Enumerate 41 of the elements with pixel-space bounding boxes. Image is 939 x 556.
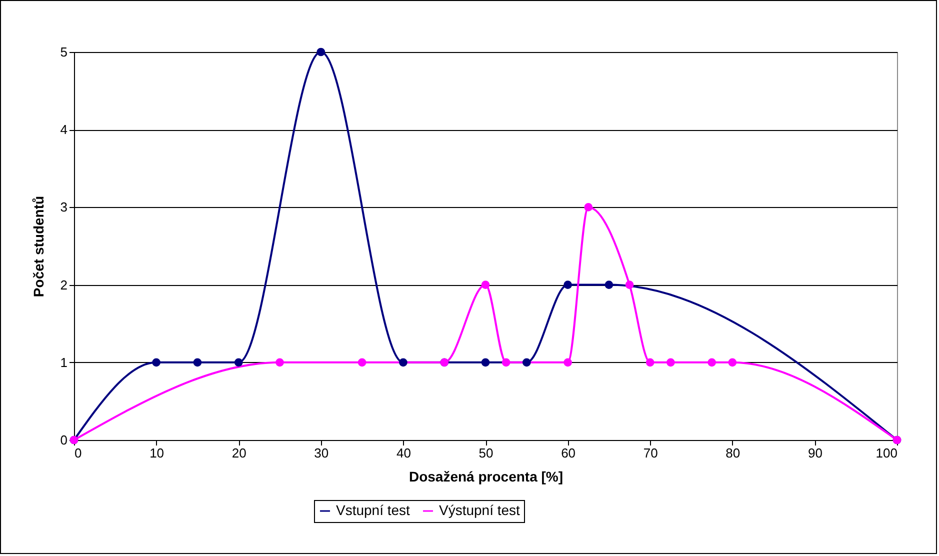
point <box>152 358 160 367</box>
x-tick-label: 10 <box>150 446 164 460</box>
point <box>234 358 243 367</box>
x-axis-title: Dosažená procenta [%] <box>408 468 564 484</box>
point <box>564 280 572 289</box>
x-tick-label: 40 <box>396 446 411 460</box>
point <box>399 358 408 367</box>
x-tick-label: 50 <box>478 446 494 460</box>
x-tick-label: 0 <box>74 446 82 460</box>
point <box>481 358 490 367</box>
x-tick-label: 100 <box>876 446 898 460</box>
point <box>646 358 654 367</box>
point <box>564 358 572 367</box>
point <box>708 358 716 367</box>
y-axis-title: Počet studentů <box>30 196 46 298</box>
point <box>584 203 593 212</box>
y-tick-label: 3 <box>60 200 68 215</box>
point <box>625 280 634 289</box>
x-tick-label: 90 <box>808 446 822 460</box>
point <box>193 358 202 367</box>
x-tick-label: 20 <box>232 446 246 460</box>
legend-label: Vstupní test <box>336 502 410 518</box>
point <box>481 280 490 289</box>
x-tick-label: 80 <box>726 446 740 460</box>
point <box>502 358 510 367</box>
point <box>276 358 284 367</box>
point <box>604 280 614 289</box>
point <box>522 358 531 367</box>
point <box>666 358 675 367</box>
x-tick-label: 70 <box>643 446 658 460</box>
y-tick-label: 0 <box>60 432 68 448</box>
point <box>316 48 326 56</box>
x-tick-label: 60 <box>561 446 576 460</box>
point <box>358 358 366 367</box>
x-tick-label: 30 <box>314 446 329 460</box>
y-tick-label: 2 <box>60 277 68 292</box>
y-tick-label: 4 <box>60 122 68 138</box>
y-tick-label: 1 <box>60 354 68 370</box>
legend-label: Výstupní test <box>439 502 520 518</box>
y-tick-label: 5 <box>60 44 68 60</box>
point <box>728 358 737 367</box>
